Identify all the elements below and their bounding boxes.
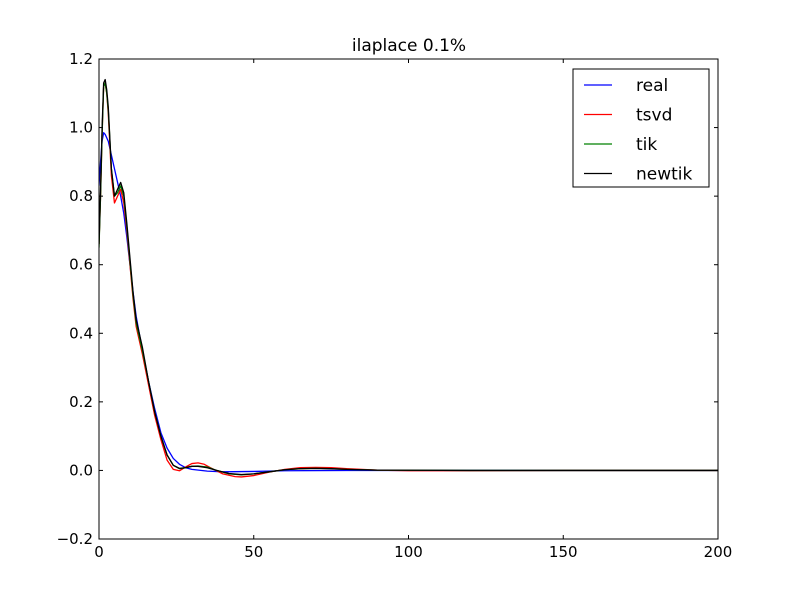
x-tick-label: 0 [94, 543, 104, 561]
x-tick-label: 150 [549, 543, 578, 561]
legend-label-real: real [636, 76, 668, 96]
chart-title: ilaplace 0.1% [352, 36, 466, 56]
legend-label-tsvd: tsvd [636, 106, 672, 126]
legend: real tsvd tik newtik [572, 68, 710, 188]
series-line-tsvd [99, 82, 718, 478]
legend-box [572, 68, 710, 188]
y-tick-label: 0.2 [69, 393, 93, 411]
y-tick-label: 1.2 [69, 50, 93, 68]
y-tick-label: 0.6 [69, 256, 93, 274]
series-line-newtik [99, 78, 718, 476]
x-tick-label: 50 [244, 543, 263, 561]
series-group [99, 78, 718, 478]
y-tick-label: 0.8 [69, 187, 93, 205]
legend-label-tik: tik [636, 135, 657, 155]
y-tick-label: −0.2 [57, 530, 93, 548]
legend-label-newtik: newtik [636, 165, 693, 185]
y-tick-label: 0.0 [69, 461, 93, 479]
x-tick-label: 200 [704, 543, 733, 561]
y-tick-label: 0.4 [69, 324, 93, 342]
y-tick-label: 1.0 [69, 119, 93, 137]
x-tick-label: 100 [394, 543, 423, 561]
plot-area: 0 50 100 150 200 −0.2 0.0 0.2 0.4 0.6 0.8 1.0 1.2 rea… [57, 50, 733, 561]
